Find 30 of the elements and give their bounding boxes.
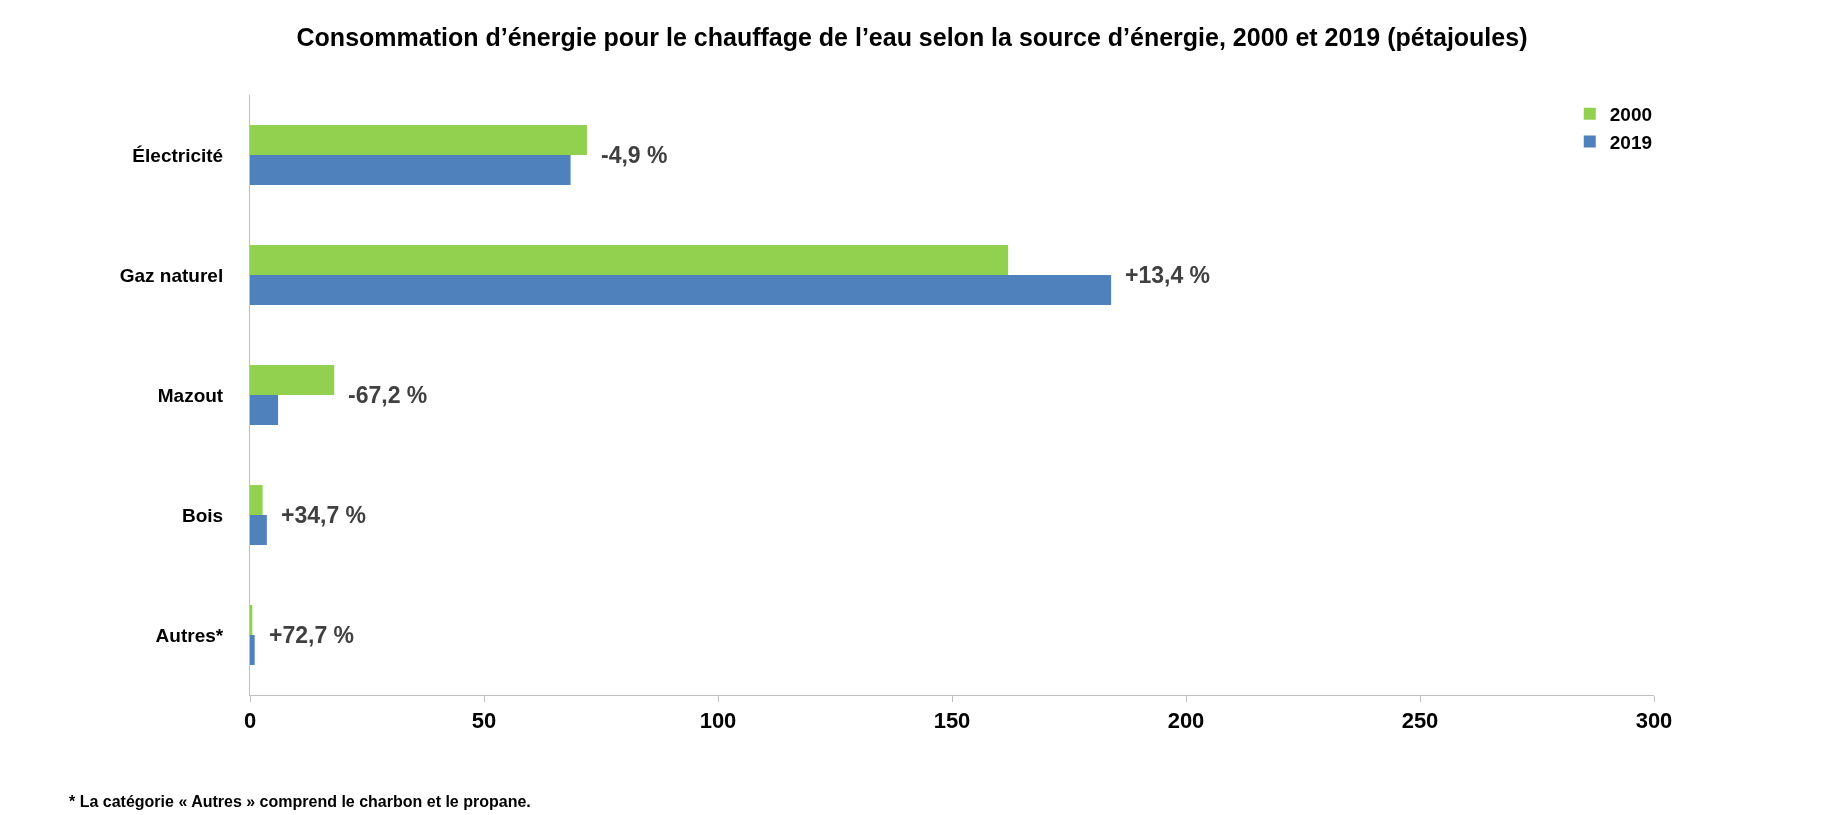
x-tick-label: 50 xyxy=(471,708,497,734)
x-tick-label: 150 xyxy=(933,708,971,734)
y-tick-label: Électricité xyxy=(132,144,224,166)
legend-label: 2019 xyxy=(1609,131,1653,153)
annotation: +72,7 % xyxy=(269,622,355,648)
bar xyxy=(250,245,1009,275)
x-tick-label: 0 xyxy=(243,708,257,734)
text: * La catégorie « Autres » comprend le charbon et le propane. xyxy=(69,793,531,810)
x-tick-label: 100 xyxy=(699,708,737,734)
y-tick-label: Gaz naturel xyxy=(119,264,224,286)
annotation: -4,9 % xyxy=(601,142,668,168)
y-tick-label: Mazout xyxy=(157,384,224,406)
x-tick-label: 250 xyxy=(1401,708,1439,734)
annotation: +13,4 % xyxy=(1125,262,1211,288)
legend-label: 2000 xyxy=(1609,104,1653,126)
bar xyxy=(250,275,1112,305)
bar xyxy=(250,635,255,665)
x-tick-label: 300 xyxy=(1635,708,1673,734)
chart-title: Consommation d’énergie pour le chauffage de l’eau selon la source d’énergie, 2000 et 2019 (pétajoules) xyxy=(296,23,1528,52)
bar xyxy=(250,515,267,545)
x-tick-label: 200 xyxy=(1167,708,1205,734)
bar xyxy=(250,395,279,425)
annotation: +34,7 % xyxy=(281,502,367,528)
bar xyxy=(250,125,587,155)
y-tick-label: Autres* xyxy=(155,624,224,646)
bar xyxy=(250,365,335,395)
bar xyxy=(250,485,263,515)
annotation: -67,2 % xyxy=(348,382,428,408)
bar xyxy=(250,155,571,185)
y-tick-label: Bois xyxy=(182,504,224,526)
